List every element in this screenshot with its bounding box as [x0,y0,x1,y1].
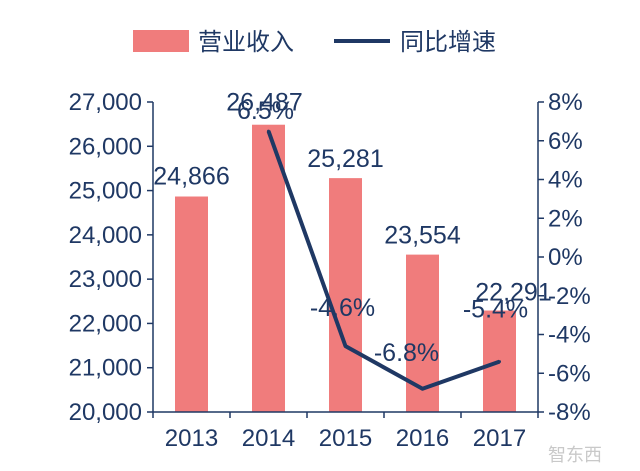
left-tick-label: 27,000 [69,89,142,116]
bar-2015 [329,178,362,412]
bar-value-label-2013: 24,866 [153,163,229,191]
bar-value-label-2016: 23,554 [384,222,461,250]
legend: 营业收入 同比增速 [133,28,496,56]
growth-line-path [266,130,501,391]
right-tick-label: -8% [548,399,591,426]
x-tick-label: 2015 [319,425,372,452]
growth-point-2014 [267,129,270,133]
growth-line [266,129,501,391]
left-tick-label: 25,000 [69,178,142,205]
bar-2013 [175,196,208,412]
x-tick-label: 2016 [396,425,449,452]
x-tick-label: 2017 [473,425,526,452]
axes: 20,000 21,000 22,000 23,000 24,000 25,000 26,0… [69,89,591,452]
growth-point-2017 [498,360,501,364]
right-tick-label: 0% [548,244,583,271]
bar-value-label-2017: 22,291 [475,279,551,307]
legend-label-growth: 同比增速 [400,28,496,56]
growth-value-label-2014: 6.5% [237,97,294,125]
x-tick-label: 2013 [165,425,218,452]
growth-point-2016 [421,387,424,391]
growth-value-label-2017: -5.4% [463,296,528,324]
growth-point-2015 [344,344,347,348]
right-tick-label: -6% [548,360,591,387]
growth-value-label-2016: -6.8% [374,339,439,367]
left-tick-label: 21,000 [69,355,142,382]
left-tick-label: 24,000 [69,222,142,249]
right-tick-label: 2% [548,205,583,232]
right-tick-label: 6% [548,128,583,155]
left-tick-label: 22,000 [69,310,142,337]
bar-value-label-2015: 25,281 [307,145,383,173]
growth-value-label-2015: -4.6% [310,294,375,322]
legend-label-revenue: 营业收入 [198,28,294,56]
x-tick-label: 2014 [242,425,295,452]
bar-value-label-2014: 26,487 [226,89,302,117]
bar-2014 [252,124,285,413]
right-tick-label: 8% [548,89,583,116]
right-tick-label: 4% [548,167,583,194]
left-tick-label: 23,000 [69,266,142,293]
watermark: 智东西 [548,445,602,466]
left-tick-label: 20,000 [69,399,142,426]
left-tick-label: 26,000 [69,133,142,160]
legend-swatch-revenue [133,30,189,52]
right-tick-label: -4% [548,322,591,349]
right-tick-label: -2% [548,283,591,310]
